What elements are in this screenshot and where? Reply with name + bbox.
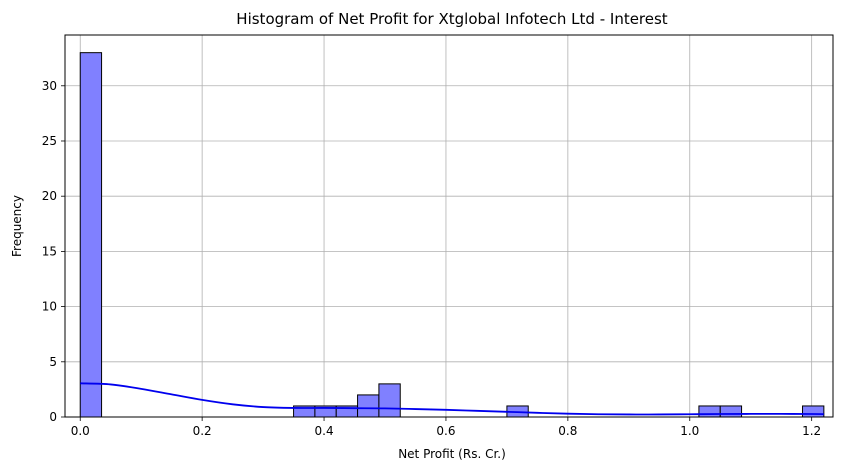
histogram-bar bbox=[79, 52, 103, 418]
y-tick-label: 30 bbox=[42, 79, 57, 93]
y-axis-ticks: 0 5 10 15 20 25 30 bbox=[42, 79, 65, 424]
histogram-bar bbox=[719, 405, 743, 418]
kde-curve bbox=[80, 382, 824, 416]
histogram-bar bbox=[378, 383, 401, 418]
x-tick-label: 0.0 bbox=[71, 424, 90, 438]
x-tick-label: 0.6 bbox=[436, 424, 455, 438]
chart-title: Histogram of Net Profit for Xtglobal Inf… bbox=[236, 10, 668, 28]
plot-frame bbox=[64, 34, 834, 418]
x-tick-label: 0.8 bbox=[558, 424, 577, 438]
histogram-bars bbox=[79, 52, 825, 418]
x-tick-label: 1.2 bbox=[802, 424, 821, 438]
histogram-bar bbox=[802, 405, 825, 418]
x-axis-label: Net Profit (Rs. Cr.) bbox=[398, 447, 506, 461]
y-tick-label: 0 bbox=[49, 410, 57, 424]
y-tick-label: 15 bbox=[42, 244, 57, 258]
histogram-bar bbox=[357, 394, 380, 418]
y-tick-label: 20 bbox=[42, 189, 57, 203]
y-tick-label: 25 bbox=[42, 134, 57, 148]
histogram-bar bbox=[698, 405, 721, 418]
x-tick-label: 1.0 bbox=[680, 424, 699, 438]
x-tick-label: 0.4 bbox=[315, 424, 334, 438]
y-tick-label: 5 bbox=[49, 355, 57, 369]
y-tick-label: 10 bbox=[42, 300, 57, 314]
x-axis-ticks: 0.0 0.2 0.4 0.6 0.8 1.0 1.2 bbox=[71, 417, 821, 438]
grid-lines bbox=[65, 35, 833, 418]
y-axis-label: Frequency bbox=[10, 195, 24, 257]
x-tick-label: 0.2 bbox=[193, 424, 212, 438]
